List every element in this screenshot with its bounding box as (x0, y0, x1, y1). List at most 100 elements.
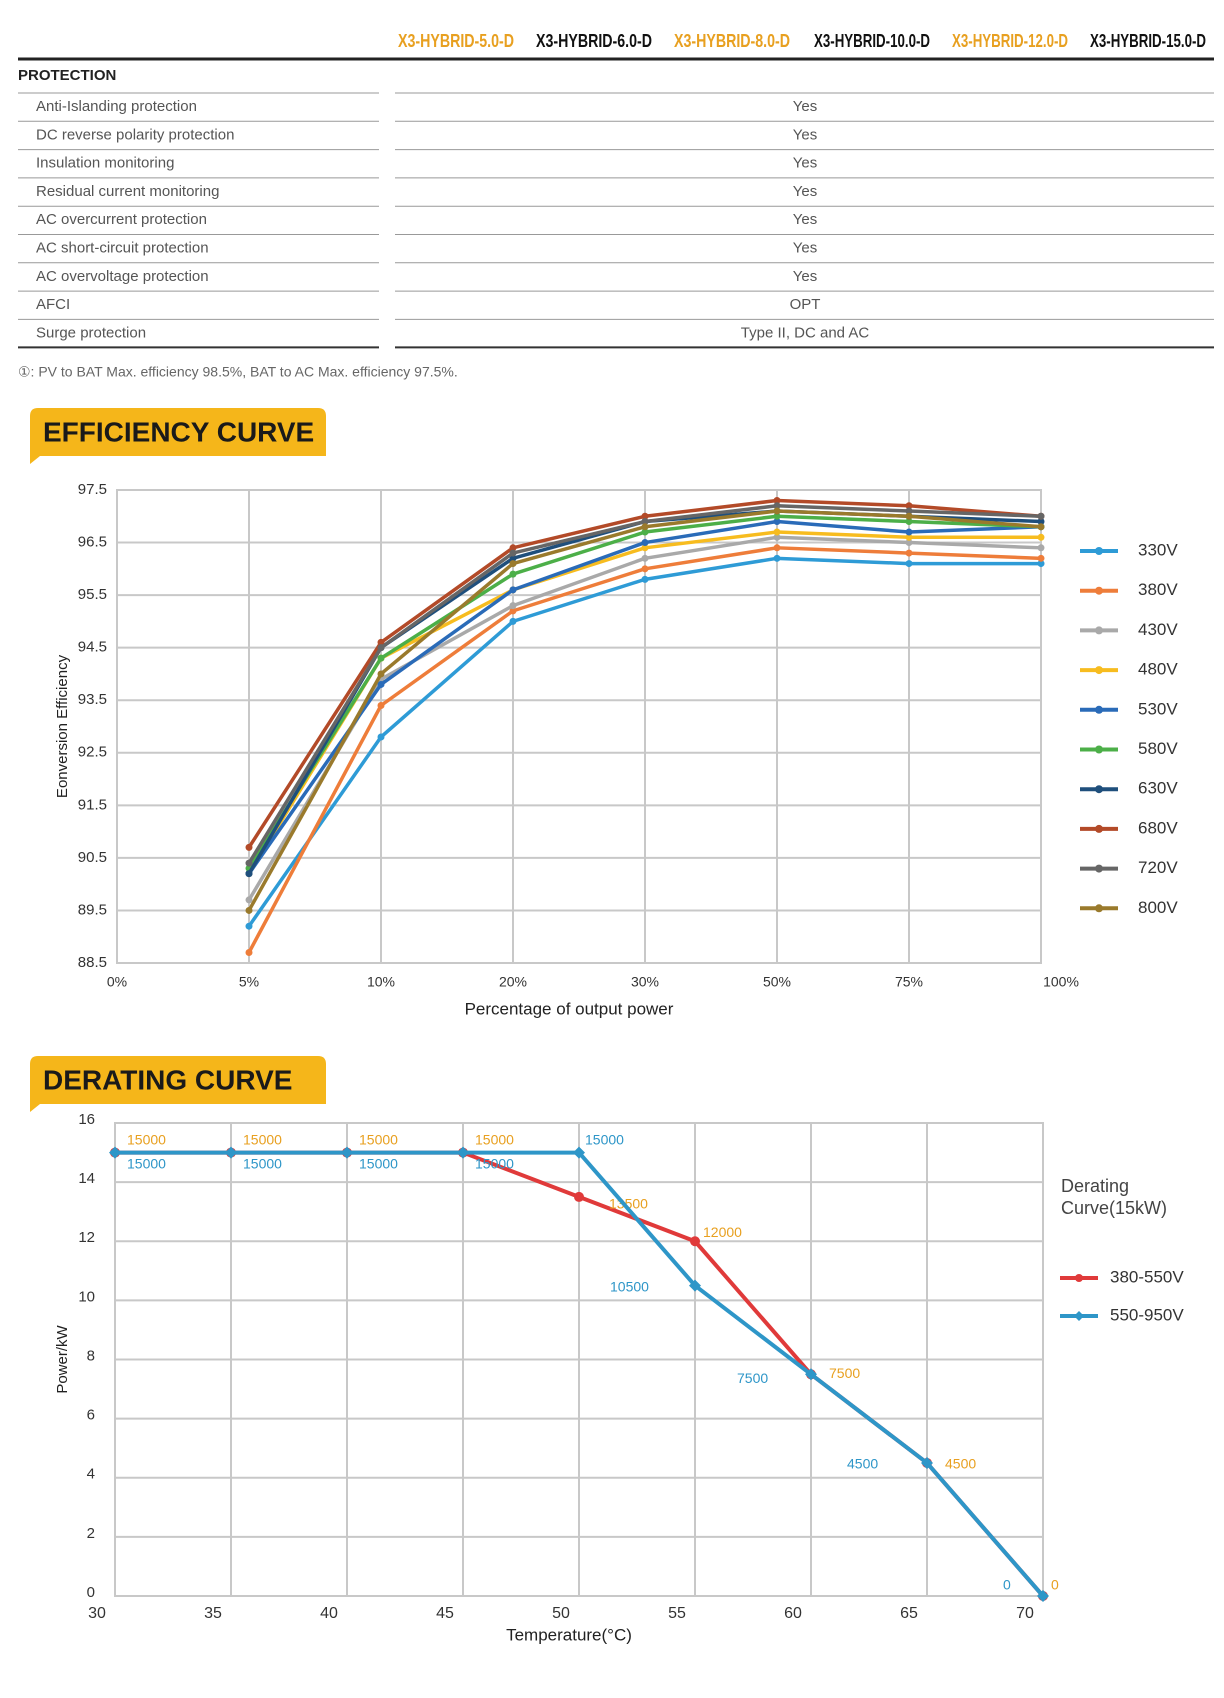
point-marker (225, 1146, 237, 1159)
section-title: PROTECTION (18, 67, 116, 84)
y-tick-label: 94.5 (78, 639, 107, 656)
point-marker (690, 1236, 700, 1247)
y-tick-label: 90.5 (78, 849, 107, 866)
legend-label: 480V (1138, 660, 1178, 679)
point-marker (377, 701, 385, 709)
legend-label: 580V (1138, 739, 1178, 758)
point-marker (905, 502, 913, 510)
legend-marker (1074, 1311, 1084, 1321)
row-value: Yes (793, 98, 817, 115)
section-badge (30, 1056, 326, 1104)
data-label: 7500 (829, 1365, 860, 1381)
point-marker (1037, 544, 1045, 552)
point-marker (509, 617, 517, 625)
x-axis-title: Percentage of output power (465, 999, 674, 1018)
section-badge-title: EFFICIENCY CURVE (43, 416, 314, 447)
point-marker (245, 843, 253, 851)
data-label: 0 (1051, 1577, 1059, 1593)
legend-marker (1095, 705, 1103, 714)
point-marker (509, 544, 517, 552)
point-marker (245, 859, 253, 867)
y-tick-label: 4 (87, 1466, 95, 1483)
legend-label: 720V (1138, 858, 1178, 877)
point-marker (509, 602, 517, 610)
x-tick-label: 100% (1043, 974, 1079, 990)
row-value: Type II, DC and AC (741, 324, 870, 341)
row-value: Yes (793, 268, 817, 285)
y-axis-title: Eonversion Efficiency (54, 654, 71, 798)
data-label: 15000 (127, 1131, 166, 1147)
x-tick-label: 55 (668, 1605, 686, 1622)
point-marker (641, 523, 649, 531)
legend-label: 430V (1138, 620, 1178, 639)
point-marker (641, 539, 649, 547)
point-marker (509, 554, 517, 562)
point-marker (109, 1146, 121, 1159)
y-tick-label: 96.5 (78, 534, 107, 551)
footnote: ①: PV to BAT Max. efficiency 98.5%, BAT … (18, 364, 458, 380)
data-label: 15000 (243, 1155, 282, 1171)
section-badge-title: DERATING CURVE (43, 1064, 292, 1095)
point-marker (1037, 523, 1045, 531)
x-tick-label: 60 (784, 1605, 802, 1622)
data-label: 4500 (945, 1456, 976, 1472)
point-marker (905, 518, 913, 526)
x-tick-label: 70 (1016, 1605, 1034, 1622)
point-marker (641, 518, 649, 526)
point-marker (509, 607, 517, 615)
point-marker (377, 670, 385, 678)
y-tick-label: 89.5 (78, 901, 107, 918)
point-marker (641, 554, 649, 562)
point-marker (641, 528, 649, 536)
y-tick-label: 6 (87, 1407, 95, 1424)
point-marker (245, 948, 253, 956)
legend-marker (1095, 586, 1103, 595)
point-marker (1037, 518, 1045, 526)
legend-label: 530V (1138, 699, 1178, 718)
point-marker (1037, 512, 1045, 520)
row-value: Yes (793, 239, 817, 256)
point-marker (641, 565, 649, 573)
point-marker (641, 544, 649, 552)
row-value: Yes (793, 183, 817, 200)
row-label: DC reverse polarity protection (36, 126, 234, 143)
point-marker (457, 1146, 469, 1159)
legend-label: 800V (1138, 898, 1178, 917)
point-marker (641, 575, 649, 583)
row-label: AFCI (36, 296, 70, 313)
plot-frame (114, 1122, 1044, 1597)
point-marker (377, 733, 385, 741)
data-label: 7500 (737, 1370, 768, 1386)
point-marker (245, 896, 253, 904)
legend-marker (1095, 547, 1103, 555)
legend-marker (1095, 824, 1103, 833)
point-marker (509, 549, 517, 557)
row-label: Anti-Islanding protection (36, 98, 197, 115)
point-marker (574, 1191, 584, 1202)
point-marker (509, 560, 517, 568)
badge-tail (30, 456, 40, 464)
y-tick-label: 10 (78, 1288, 95, 1305)
y-tick-label: 14 (78, 1170, 95, 1187)
section-badge (30, 408, 326, 456)
model-name: X3-HYBRID-15.0-D (1090, 31, 1206, 51)
point-marker (509, 586, 517, 594)
x-tick-label: 40 (320, 1605, 338, 1622)
legend-label: 680V (1138, 818, 1178, 837)
y-tick-label: 95.5 (78, 586, 107, 603)
point-marker (341, 1146, 353, 1159)
point-marker (773, 544, 781, 552)
x-axis-title: Temperature(°C) (506, 1625, 632, 1644)
legend-marker (1095, 904, 1103, 913)
y-tick-label: 12 (78, 1229, 95, 1246)
x-tick-label: 10% (367, 974, 395, 990)
model-name: X3-HYBRID-5.0-D (398, 31, 514, 51)
point-marker (773, 533, 781, 541)
point-marker (773, 497, 781, 505)
point-marker (573, 1146, 585, 1159)
point-marker (377, 638, 385, 646)
badge-tail (30, 1104, 40, 1112)
row-label: Surge protection (36, 324, 146, 341)
point-marker (805, 1368, 817, 1381)
